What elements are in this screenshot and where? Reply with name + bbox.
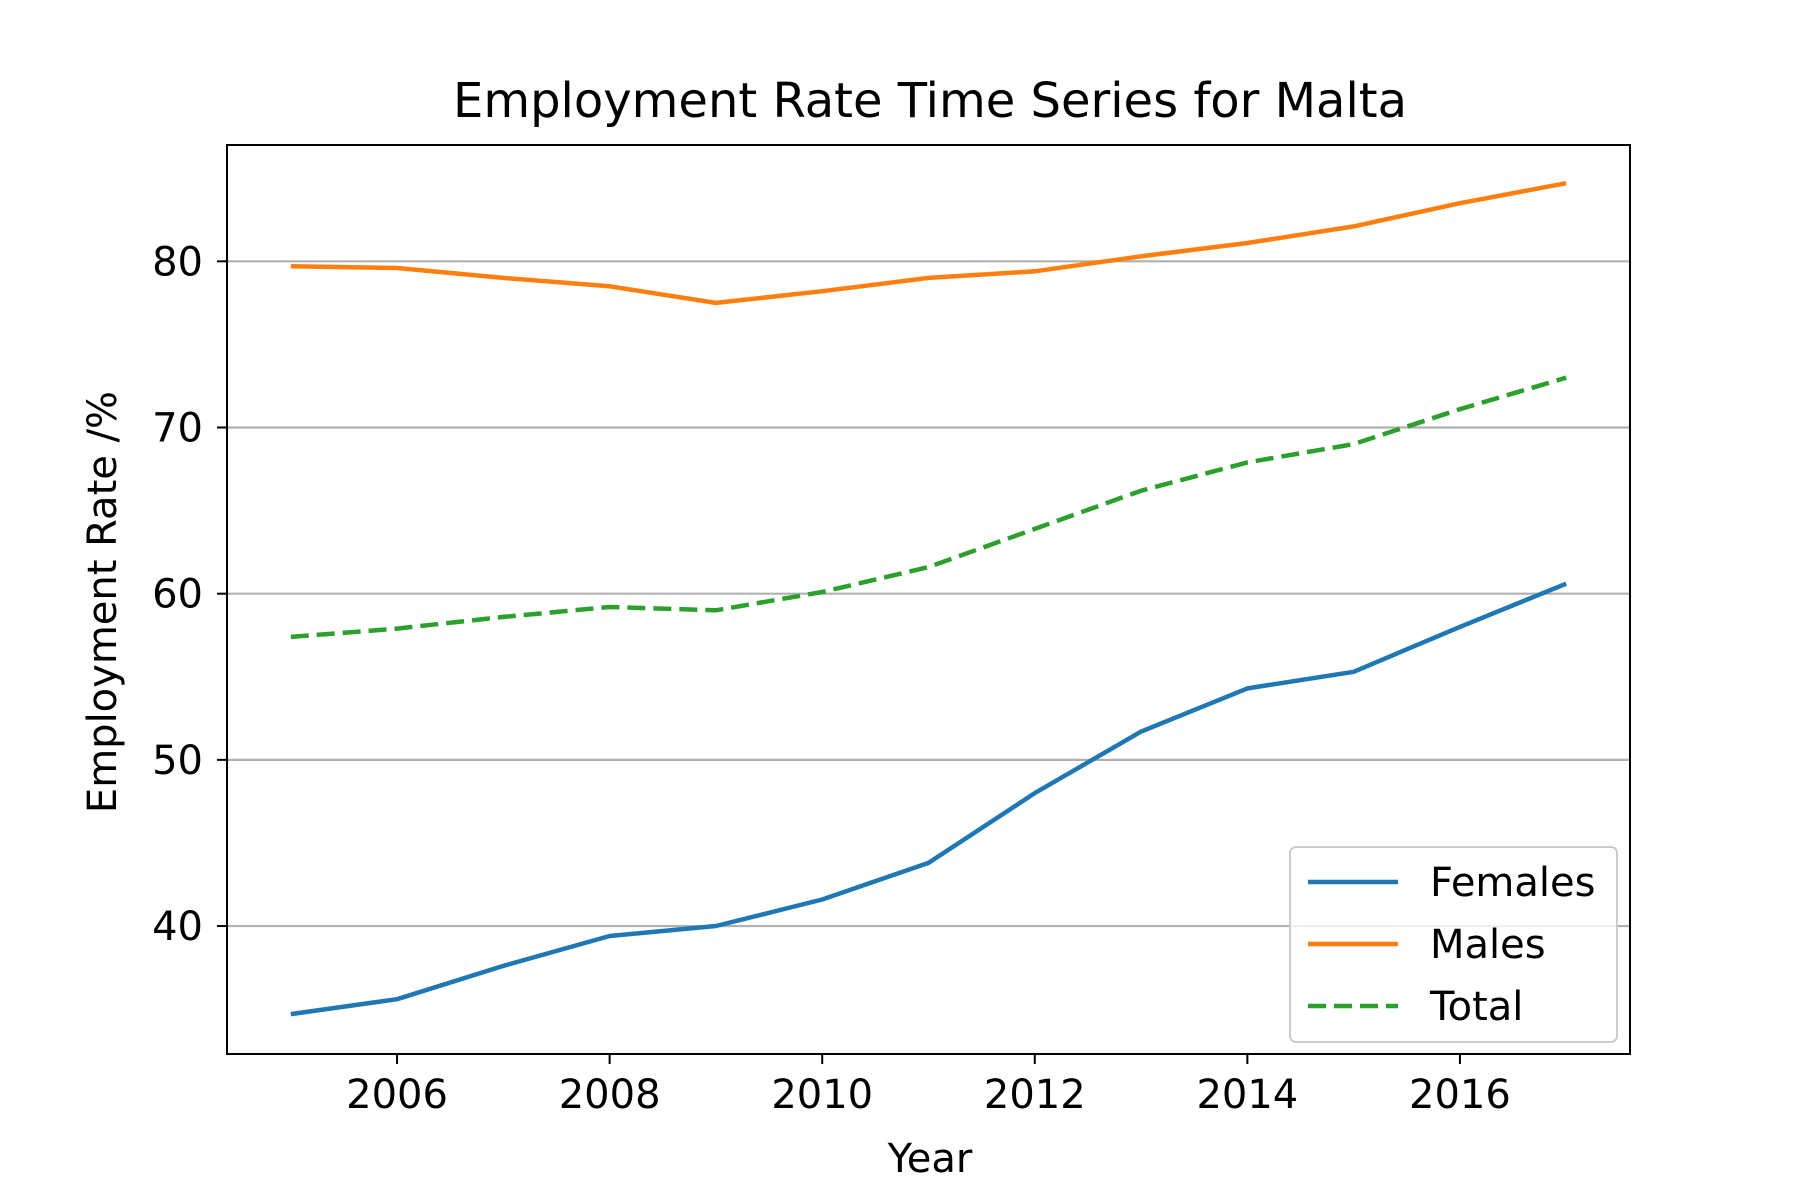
y-tick-label: 80 [152, 239, 203, 285]
x-tick-label: 2008 [559, 1072, 661, 1118]
x-tick-label: 2016 [1409, 1072, 1511, 1118]
x-tick-label: 2010 [771, 1072, 873, 1118]
x-axis-title: Year [887, 1136, 973, 1182]
y-tick-label: 50 [152, 738, 203, 784]
axis-ticks: 40 50 60 70 80 2006 2008 2010 2012 2014 2016 [152, 239, 1511, 1118]
y-tick-label: 60 [152, 572, 203, 618]
x-tick-label: 2014 [1196, 1072, 1298, 1118]
y-tick-label: 40 [152, 904, 203, 950]
x-tick-label: 2012 [984, 1072, 1086, 1118]
plot-frame [226, 144, 1631, 1055]
series-line-males [290, 180, 1567, 306]
series-lines [290, 180, 1568, 1017]
y-tick-label: 70 [152, 406, 203, 452]
legend-label-total: Total [1429, 984, 1523, 1030]
legend: Females Males Total [1289, 846, 1618, 1043]
series-line-total [290, 375, 1567, 640]
legend-label-males: Males [1430, 922, 1546, 968]
legend-box [1289, 846, 1618, 1043]
series-line-females [290, 581, 1568, 1017]
y-axis-title: Employment Rate /% [80, 391, 126, 813]
x-tick-label: 2006 [346, 1072, 448, 1118]
legend-label-females: Females [1430, 860, 1595, 906]
chart-title: Employment Rate Time Series for Malta [453, 73, 1407, 129]
